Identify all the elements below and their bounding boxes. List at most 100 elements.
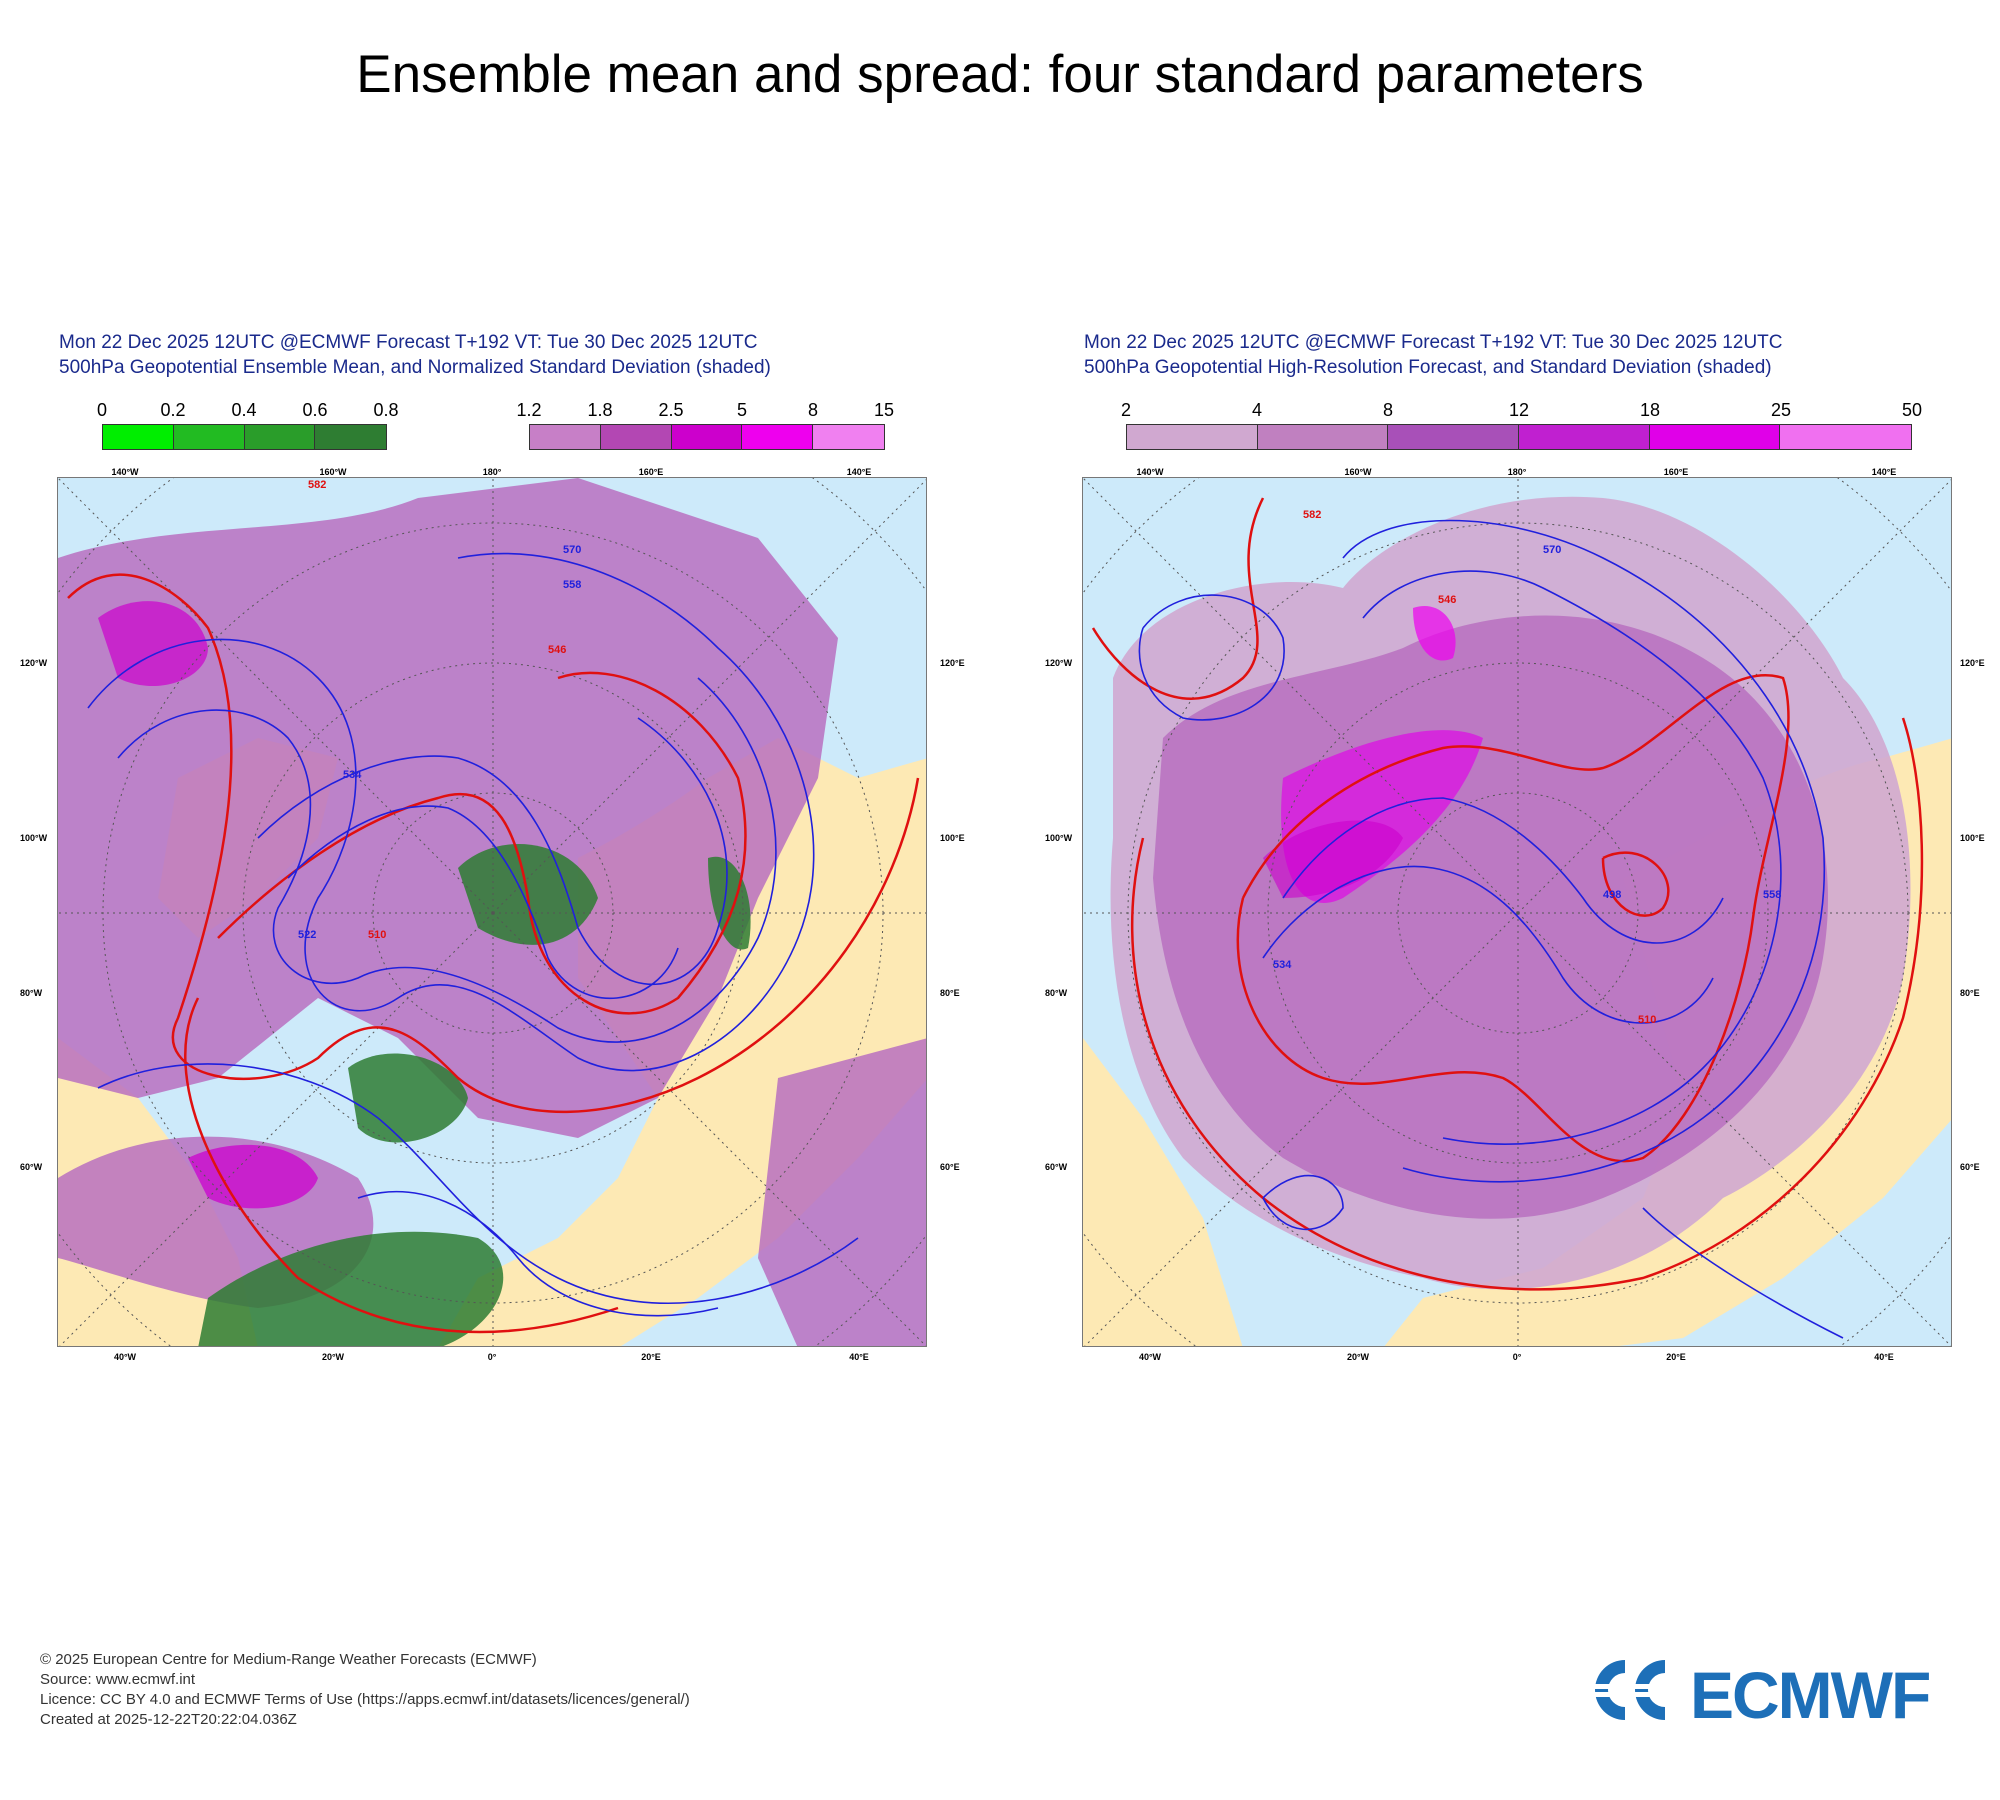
contour-label: 570: [1543, 544, 1561, 556]
purple-colorbar: 1.2 1.8 2.5 5 8 15: [516, 400, 894, 450]
footer-line: Licence: CC BY 4.0 and ECMWF Terms of Us…: [40, 1691, 690, 1708]
colorbar-swatch: [600, 425, 672, 449]
longitude-label: 140°E: [1871, 467, 1897, 477]
contour-label: 546: [1438, 594, 1456, 606]
logo-text: ECMWF: [1690, 1658, 1931, 1732]
colorbar-swatch: [1257, 425, 1389, 449]
polar-map: 582 546 510 570 558 534 498: [1082, 477, 1952, 1347]
colorbar-swatch: [1388, 425, 1519, 449]
colorbar-tick: 12: [1508, 400, 1530, 420]
page-title: Ensemble mean and spread: four standard …: [356, 45, 1644, 104]
colorbar-tick: 5: [736, 400, 748, 420]
longitude-label: 40°W: [1138, 1352, 1162, 1362]
colorbar-tick: 8: [807, 400, 819, 420]
colorbar-swatch: [244, 425, 316, 449]
panel-title-line2: 500hPa Geopotential High-Resolution Fore…: [1084, 357, 1772, 378]
latitude-label: 80°E: [1960, 988, 1980, 998]
panel-title-line2: 500hPa Geopotential Ensemble Mean, and N…: [59, 357, 771, 378]
colorbar-swatch: [530, 425, 601, 449]
colorbar-tick: 0.4: [231, 400, 257, 420]
map-canvas: 582 546 510 570 558 534 522: [58, 478, 926, 1346]
latitude-label: 120°E: [1960, 658, 1985, 668]
contour-label: 534: [1273, 959, 1292, 971]
longitude-label: 160°E: [1663, 467, 1689, 477]
contour-label: 582: [1303, 509, 1321, 521]
longitude-label: 20°W: [1346, 1352, 1370, 1362]
latitude-label: 60°W: [20, 1162, 43, 1172]
panel-title-line1: Mon 22 Dec 2025 12UTC @ECMWF Forecast T+…: [59, 332, 758, 353]
longitude-label: 160°W: [1344, 467, 1372, 477]
ecmwf-logo: ECMWF: [1590, 1655, 1970, 1732]
copyright-footer: © 2025 European Centre for Medium-Range …: [40, 1650, 690, 1730]
longitude-label: 140°E: [846, 467, 872, 477]
longitude-label: 180°: [482, 467, 502, 477]
colorbar-swatch: [103, 425, 174, 449]
latitude-label: 60°E: [940, 1162, 960, 1172]
latitude-label: 120°W: [20, 658, 48, 668]
panel-title: Mon 22 Dec 2025 12UTC @ECMWF Forecast T+…: [1084, 330, 1783, 380]
longitude-label: 20°E: [1666, 1352, 1686, 1362]
colorbar-tick: 50: [1901, 400, 1923, 420]
contour-label: 510: [1638, 1014, 1656, 1026]
longitude-label: 0°: [487, 1352, 497, 1362]
colorbar-tick: 2.5: [658, 400, 684, 420]
map-canvas: 582 546 510 570 558 534 498: [1083, 478, 1951, 1346]
colorbar-swatch: [173, 425, 245, 449]
logo-mark-icon: [1590, 1660, 1665, 1720]
colorbar-tick: 15: [873, 400, 895, 420]
latitude-label: 80°E: [940, 988, 960, 998]
colorbar-tick: 8: [1382, 400, 1394, 420]
contour-label: 522: [298, 929, 316, 941]
colorbar-swatch: [1127, 425, 1258, 449]
longitude-label: 160°W: [319, 467, 347, 477]
colorbar-tick: 18: [1639, 400, 1661, 420]
colorbar-swatch: [1518, 425, 1650, 449]
colorbar-tick: 0.8: [373, 400, 399, 420]
hres-forecast-panel: Mon 22 Dec 2025 12UTC @ECMWF Forecast T+…: [1080, 330, 1960, 1380]
footer-line: Created at 2025-12-22T20:22:04.036Z: [40, 1711, 297, 1728]
longitude-label: 40°W: [113, 1352, 137, 1362]
colorbar-tick: 2: [1120, 400, 1132, 420]
longitude-label: 0°: [1512, 1352, 1522, 1362]
longitude-label: 160°E: [638, 467, 664, 477]
latitude-label: 80°W: [20, 988, 43, 998]
longitude-label: 40°E: [849, 1352, 869, 1362]
colorbar-tick: 0.6: [302, 400, 328, 420]
latitude-label: 100°E: [1960, 833, 1985, 843]
colorbar-swatch: [315, 425, 386, 449]
green-colorbar: 0 0.2 0.4 0.6 0.8: [97, 400, 399, 450]
latitude-label: 100°E: [940, 833, 965, 843]
contour-label: 570: [563, 544, 581, 556]
contour-label: 558: [1763, 889, 1781, 901]
latitude-label: 100°W: [1045, 833, 1073, 843]
colorbar-tick: 25: [1770, 400, 1792, 420]
longitude-label: 20°W: [321, 1352, 345, 1362]
contour-label: 546: [548, 644, 566, 656]
contour-label: 558: [563, 579, 581, 591]
spread-colorbar: 2 4 8 12 18 25 50: [1121, 400, 1922, 450]
colorbar-swatch: [1649, 425, 1781, 449]
footer-line: Source: www.ecmwf.int: [40, 1671, 196, 1688]
contour-label: 498: [1603, 889, 1621, 901]
longitude-label: 20°E: [641, 1352, 661, 1362]
colorbar-swatch: [813, 425, 884, 449]
panel-title: Mon 22 Dec 2025 12UTC @ECMWF Forecast T+…: [59, 330, 771, 380]
latitude-label: 100°W: [20, 833, 48, 843]
polar-map: 582 546 510 570 558 534 522: [57, 477, 927, 1347]
contour-label: 510: [368, 929, 386, 941]
latitude-label: 120°W: [1045, 658, 1073, 668]
colorbar-tick: 0.2: [160, 400, 186, 420]
contour-label: 534: [343, 769, 362, 781]
latitude-label: 80°W: [1045, 988, 1068, 998]
longitude-label: 140°W: [111, 467, 139, 477]
longitude-label: 40°E: [1874, 1352, 1894, 1362]
latitude-label: 60°W: [1045, 1162, 1068, 1172]
longitude-label: 140°W: [1136, 467, 1164, 477]
colorbar-tick: 0: [96, 400, 108, 420]
latitude-label: 120°E: [940, 658, 965, 668]
colorbar-tick: 4: [1251, 400, 1263, 420]
ensemble-mean-panel: Mon 22 Dec 2025 12UTC @ECMWF Forecast T+…: [55, 330, 935, 1380]
colorbar-swatch: [742, 425, 814, 449]
colorbar-swatch: [1780, 425, 1911, 449]
colorbar-tick: 1.8: [587, 400, 613, 420]
